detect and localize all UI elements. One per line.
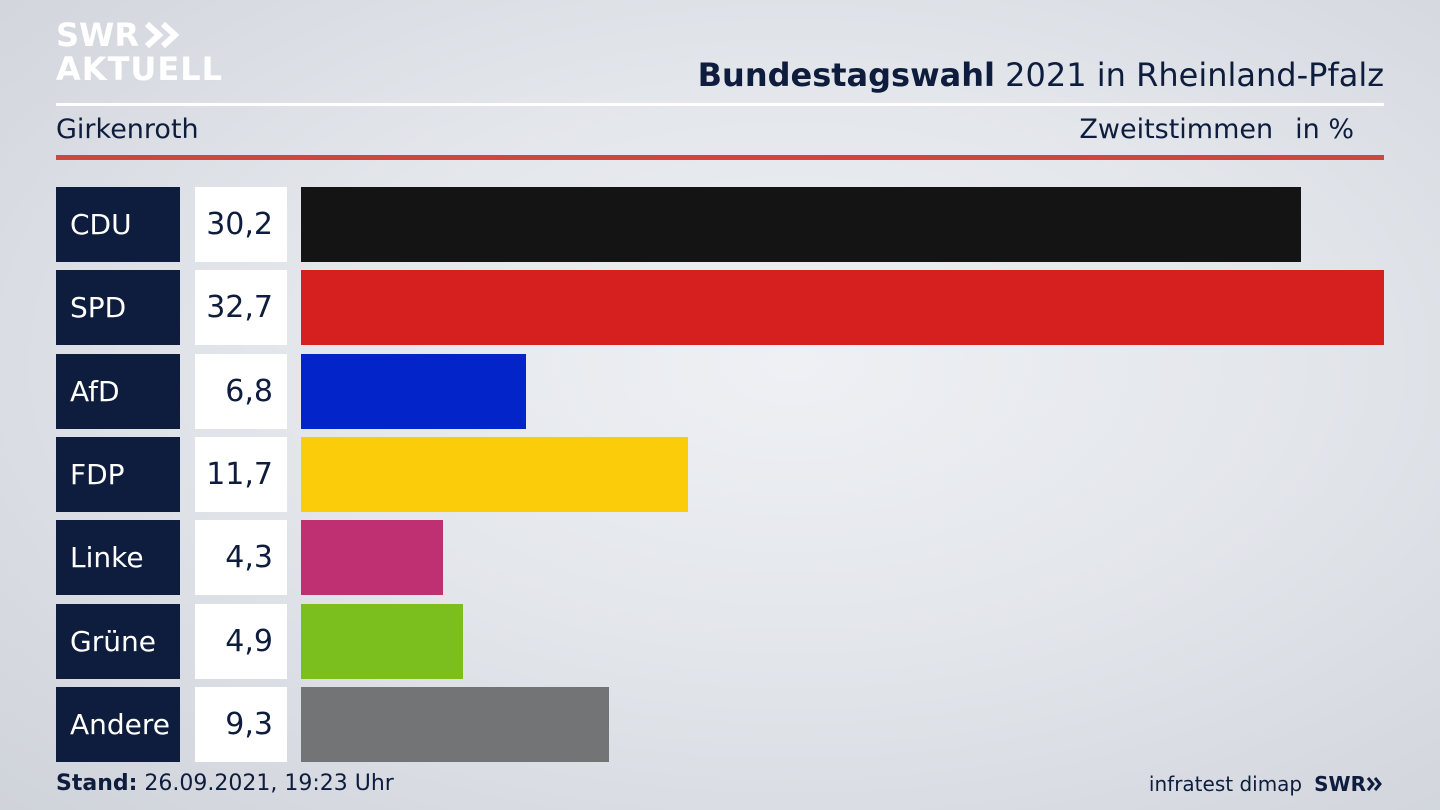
logo-line2: AKTUELL [56, 50, 224, 88]
party-label: Andere [56, 687, 180, 762]
measure-label: Zweitstimmen in % [1079, 114, 1354, 145]
bar [301, 437, 688, 512]
value-label: 30,2 [195, 187, 287, 262]
logo-line1: SWR [56, 16, 139, 54]
header-divider [56, 103, 1384, 106]
value-label: 4,3 [195, 520, 287, 595]
party-label: FDP [56, 437, 180, 512]
unit-label: in % [1295, 114, 1354, 145]
bar [301, 604, 463, 679]
title-bold: Bundestagswahl [697, 56, 995, 94]
chart-title: Bundestagswahl 2021 in Rheinland-Pfalz [698, 56, 1384, 94]
timestamp: Stand: 26.09.2021, 19:23 Uhr [56, 771, 394, 796]
value-label: 11,7 [195, 437, 287, 512]
measure-name: Zweitstimmen [1079, 114, 1274, 145]
stand-value: 26.09.2021, 19:23 Uhr [137, 771, 394, 796]
source-credit: infratest dimap SWR [1149, 772, 1384, 796]
brand-label: SWR [1314, 772, 1366, 796]
value-label: 6,8 [195, 354, 287, 429]
chevrons-icon [144, 21, 180, 49]
source-label: infratest dimap [1148, 772, 1303, 796]
party-label: SPD [56, 270, 180, 345]
swr-aktuell-logo: SWR AKTUELL [56, 18, 223, 86]
party-label: Grüne [56, 604, 180, 679]
party-label: AfD [56, 354, 180, 429]
stand-label: Stand: [56, 771, 138, 796]
value-label: 32,7 [195, 270, 287, 345]
bar [301, 520, 443, 595]
location-label: Girkenroth [56, 114, 199, 145]
bar [301, 354, 526, 429]
brand-chevrons-icon [1366, 777, 1382, 791]
swr-brand: SWR [1314, 772, 1384, 796]
party-label: CDU [56, 187, 180, 262]
bar [301, 687, 609, 762]
value-label: 9,3 [195, 687, 287, 762]
title-rest: 2021 in Rheinland-Pfalz [995, 56, 1384, 94]
party-label: Linke [56, 520, 180, 595]
accent-divider [56, 155, 1384, 160]
value-label: 4,9 [195, 604, 287, 679]
bar [301, 187, 1301, 262]
bar [301, 270, 1384, 345]
